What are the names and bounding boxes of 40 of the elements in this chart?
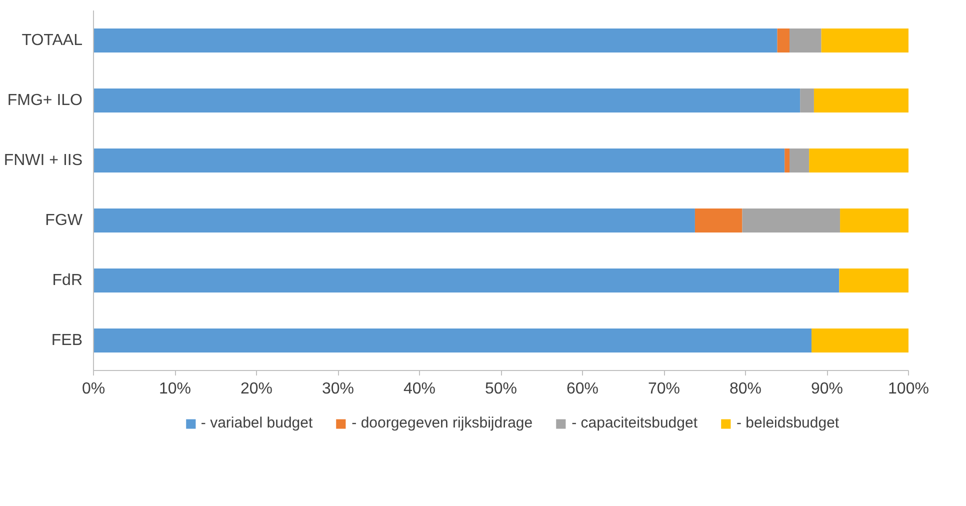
bar [742,208,840,232]
x-tick-label: 10% [158,380,192,398]
bar [94,268,840,292]
x-tick-label: 100% [888,380,929,398]
bar [812,328,908,352]
bar [94,28,778,52]
y-tick-label: FEB [51,332,83,349]
y-tick-label: TOTAAL [22,32,83,49]
x-tick-label: 60% [566,380,599,398]
x-tick-label: 30% [322,380,354,398]
x-tick-label: 40% [403,380,436,398]
x-tick-label: 90% [810,380,844,398]
legend-label: - doorgegeven rijksbijdrage [352,414,533,432]
bar [784,148,790,172]
bar [790,28,822,52]
bar [94,88,800,112]
legend-label: - beleidsbudget [736,414,840,432]
y-tick-label: FGW [45,212,84,229]
y-tick-label: FdR [52,272,83,289]
bar [840,208,908,232]
bar [94,208,695,232]
x-tick-label: 70% [648,380,680,398]
bar [94,328,812,352]
bar [800,88,814,112]
x-tick-label: 20% [240,380,273,398]
bar [94,148,785,172]
y-tick-label: FMG+ ILO [7,92,82,109]
x-tick-label: 0% [82,380,106,398]
legend-label: - variabel budget [200,414,313,432]
bar [839,268,908,292]
x-tick-label: 50% [484,380,518,398]
bar [821,28,908,52]
bar [777,28,790,52]
bar [790,148,810,172]
x-tick-label: 80% [729,380,762,398]
bar [809,148,908,172]
legend-label: - capaciteitsbudget [572,414,698,432]
y-tick-label: FNWI + IIS [4,152,82,169]
bar [814,88,908,112]
bar [694,208,742,232]
